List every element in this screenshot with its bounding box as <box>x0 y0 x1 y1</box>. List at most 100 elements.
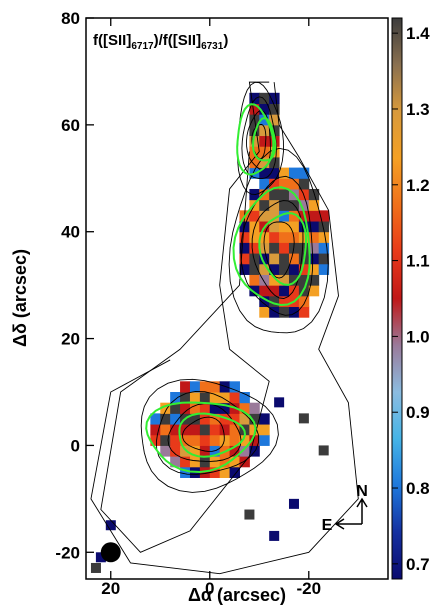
heatmap-pixel <box>259 92 270 104</box>
colorbar-tick-label: 0.9 <box>406 403 430 422</box>
contour-line <box>251 200 304 299</box>
contour-line <box>155 390 259 475</box>
heatmap-pixel <box>199 413 211 425</box>
x-axis-label: Δα (arcsec) <box>188 585 286 605</box>
heatmap-pixel <box>219 466 231 478</box>
heatmap-pixel <box>288 178 300 190</box>
heatmap-pixel <box>199 392 211 404</box>
heatmap-pixel <box>249 156 260 169</box>
colorbar-tick-label: 0.7 <box>406 555 430 574</box>
heatmap-pixel <box>160 402 171 414</box>
x-axis-ticks: 20 0 -20 <box>101 18 321 598</box>
heatmap-pixel <box>279 221 290 233</box>
heatmap-pixel <box>199 424 211 436</box>
heatmap-pixel <box>288 274 300 286</box>
heatmap-pixel <box>259 424 270 436</box>
heatmap-pixel <box>269 253 280 265</box>
heatmap-pixel <box>279 188 290 201</box>
heatmap-pixel <box>269 242 280 254</box>
heatmap-pixel <box>279 167 290 179</box>
y-tick-label: 20 <box>61 330 80 349</box>
heatmap-pixel <box>308 199 320 211</box>
heatmap-pixel <box>288 263 300 275</box>
heatmap-pixel <box>249 231 260 243</box>
heatmap-pixel <box>249 263 260 275</box>
heatmap-pixel <box>239 263 250 275</box>
y-tick-label: 0 <box>71 436 80 455</box>
colorbar-tick-label: 1.3 <box>406 100 430 119</box>
flux-contours <box>90 81 359 575</box>
heatmap-pixel <box>170 456 181 468</box>
heatmap-pixel <box>259 274 270 286</box>
heatmap-pixel <box>259 124 270 137</box>
heatmap-pixel <box>259 199 270 211</box>
heatmap-pixel <box>170 413 181 425</box>
heatmap-pixel <box>249 285 260 297</box>
heatmap-pixel <box>239 242 250 254</box>
heatmap-pixel <box>209 381 221 393</box>
heatmap-pixel <box>318 263 330 275</box>
heatmap-pixel <box>239 413 250 425</box>
heatmap-pixel <box>259 263 270 275</box>
heatmap-pixel <box>298 413 309 424</box>
y-axis-label: Δδ (arcsec) <box>10 249 30 347</box>
heatmap-pixel <box>298 178 310 190</box>
heatmap-pixel <box>259 253 270 265</box>
heatmap-pixel <box>288 498 299 509</box>
heatmap-pixel <box>150 424 161 436</box>
heatmap-pixel <box>259 103 270 115</box>
heatmap-pixel <box>249 135 260 147</box>
colorbar-ticks: 0.7 0.8 0.9 1.0 1.1 1.2 1.3 1.4 <box>392 24 430 574</box>
heatmap-pixel <box>298 199 310 211</box>
heatmap-pixel <box>90 562 101 573</box>
x-tick-label: -20 <box>296 579 321 598</box>
heatmap-pixel <box>199 466 211 478</box>
green-contour <box>258 212 308 286</box>
heatmap-pixel <box>318 445 329 456</box>
y-tick-label: -20 <box>55 543 80 562</box>
outer-contour <box>100 81 270 553</box>
heatmap-pixel <box>269 306 280 318</box>
heatmap-pixel <box>269 274 280 286</box>
heatmap-pixel <box>219 434 231 446</box>
heatmap-pixel <box>269 210 280 222</box>
heatmap-pixel <box>180 445 191 457</box>
y-axis-ticks: -20 0 20 40 60 80 <box>55 9 94 562</box>
heatmap-pixel <box>298 295 310 308</box>
green-contour <box>251 117 277 162</box>
heatmap-pixel <box>249 402 260 414</box>
heatmap-pixel <box>219 424 231 436</box>
heatmap-pixel <box>170 434 181 446</box>
green-contour <box>232 186 311 307</box>
heatmap-pixel <box>288 306 300 318</box>
heatmap-pixel <box>189 434 201 446</box>
heatmap-pixel <box>318 253 330 265</box>
heatmap-pixel <box>259 434 270 446</box>
heatmap-pixel <box>105 520 116 531</box>
heatmap-pixel <box>279 231 290 243</box>
heatmap-pixel <box>269 263 280 275</box>
heatmap-pixel <box>318 242 330 254</box>
heatmap-pixel <box>189 445 201 457</box>
heatmap-pixel <box>209 466 221 478</box>
compass-east-label: E <box>322 517 333 534</box>
heatmap-pixel <box>180 392 191 404</box>
x-tick-label: 0 <box>205 579 214 598</box>
heatmap-pixel <box>269 103 280 115</box>
heatmap-pixel <box>298 306 310 318</box>
heatmap-pixel <box>269 178 280 190</box>
colorbar-tick-label: 1.2 <box>406 176 430 195</box>
heatmap-pixel <box>209 424 221 436</box>
heatmap-pixel <box>209 456 221 468</box>
contour-line <box>240 175 314 316</box>
compass-north-label: N <box>356 483 368 500</box>
heatmap-pixel <box>288 253 300 265</box>
green-contour <box>236 103 275 176</box>
heatmap-pixel <box>239 402 250 414</box>
heatmap-pixel <box>308 221 320 233</box>
compass-arrows <box>334 497 368 530</box>
heatmap-pixel <box>199 434 211 446</box>
plot-title: f([SII]6717)/f([SII]6731) <box>93 32 228 52</box>
heatmap-pixel <box>279 285 290 297</box>
